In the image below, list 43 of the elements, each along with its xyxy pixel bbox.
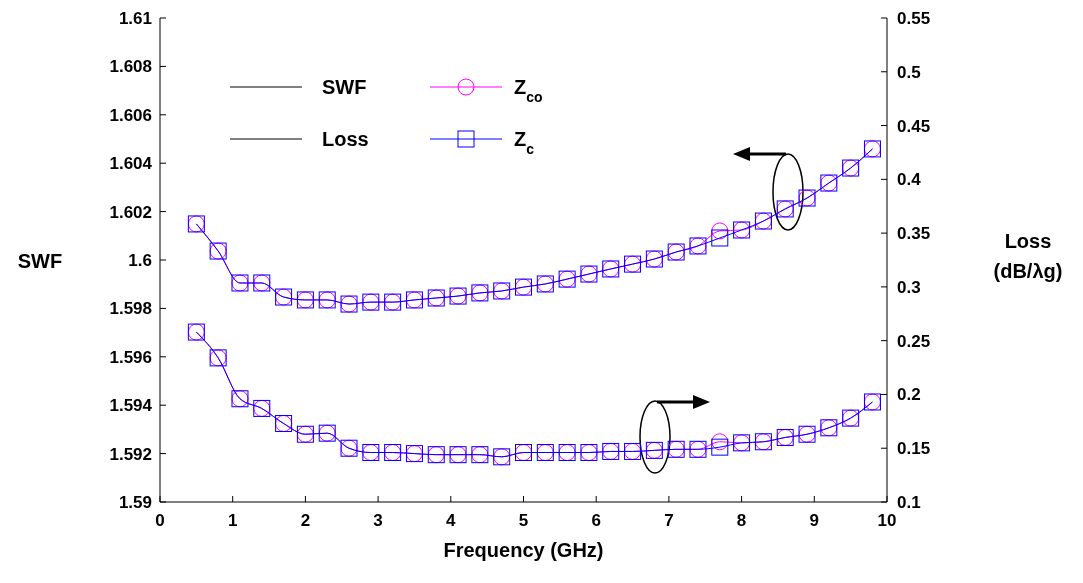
- y-tick-label: 1.596: [109, 347, 152, 367]
- legend-label: Z$_{c}$: [514, 128, 535, 157]
- x-tick-label: 2: [300, 511, 311, 530]
- point: [711, 222, 729, 240]
- y-tick-label: 1.6: [128, 251, 152, 270]
- x-tick-label: 5: [518, 511, 529, 530]
- annotation: Loss: [322, 128, 369, 150]
- x-tick-label: 7: [664, 511, 674, 530]
- y-tick-label: 1.606: [109, 105, 152, 125]
- y2-tick-label: 0.25: [897, 331, 931, 351]
- x-tick-label: 8: [736, 511, 747, 530]
- y2-tick-label: 0.45: [897, 116, 931, 136]
- y-axis-title: SWF: [17, 250, 63, 272]
- x-tick-label: 6: [591, 511, 601, 530]
- y2-tick-label: 0.35: [897, 224, 931, 244]
- y-tick-label: 1.608: [109, 57, 152, 77]
- y-tick-label: 1.598: [109, 299, 152, 319]
- y-tick-label: 1.61: [118, 9, 152, 28]
- annotation: SWF: [322, 76, 367, 98]
- x-tick-label: 0: [155, 511, 165, 530]
- y2-tick-label: 0.3: [897, 277, 921, 297]
- y2-tick-label: 0.5: [897, 62, 921, 82]
- point: [711, 438, 729, 456]
- legend-label: Z$_{co}$: [514, 76, 543, 105]
- y2-tick-label: 0.15: [897, 439, 931, 459]
- x-axis-title: Frequency (GHz): [443, 539, 604, 561]
- x-tick-label: 9: [809, 511, 820, 530]
- point: [711, 229, 729, 247]
- point: [711, 433, 729, 451]
- y2-tick-label: 0.4: [897, 170, 922, 190]
- y-tick-label: 1.594: [109, 396, 153, 416]
- x-tick-label: 4: [446, 511, 457, 530]
- y-tick-label: 1.59: [118, 493, 152, 512]
- y-tick-label: 1.602: [109, 202, 152, 222]
- y2-tick-label: 0.2: [897, 385, 921, 405]
- y2-axis-title: Loss (dB/λg): [993, 230, 1063, 282]
- y2-tick-label: 0.55: [897, 9, 931, 28]
- x-tick-label: 1: [227, 511, 238, 530]
- x-tick-label: 3: [373, 511, 383, 530]
- y2-tick-label: 0.1: [897, 493, 921, 512]
- x-tick-label: 10: [877, 511, 897, 530]
- y-tick-label: 1.592: [109, 444, 152, 464]
- y-tick-label: 1.604: [109, 154, 153, 174]
